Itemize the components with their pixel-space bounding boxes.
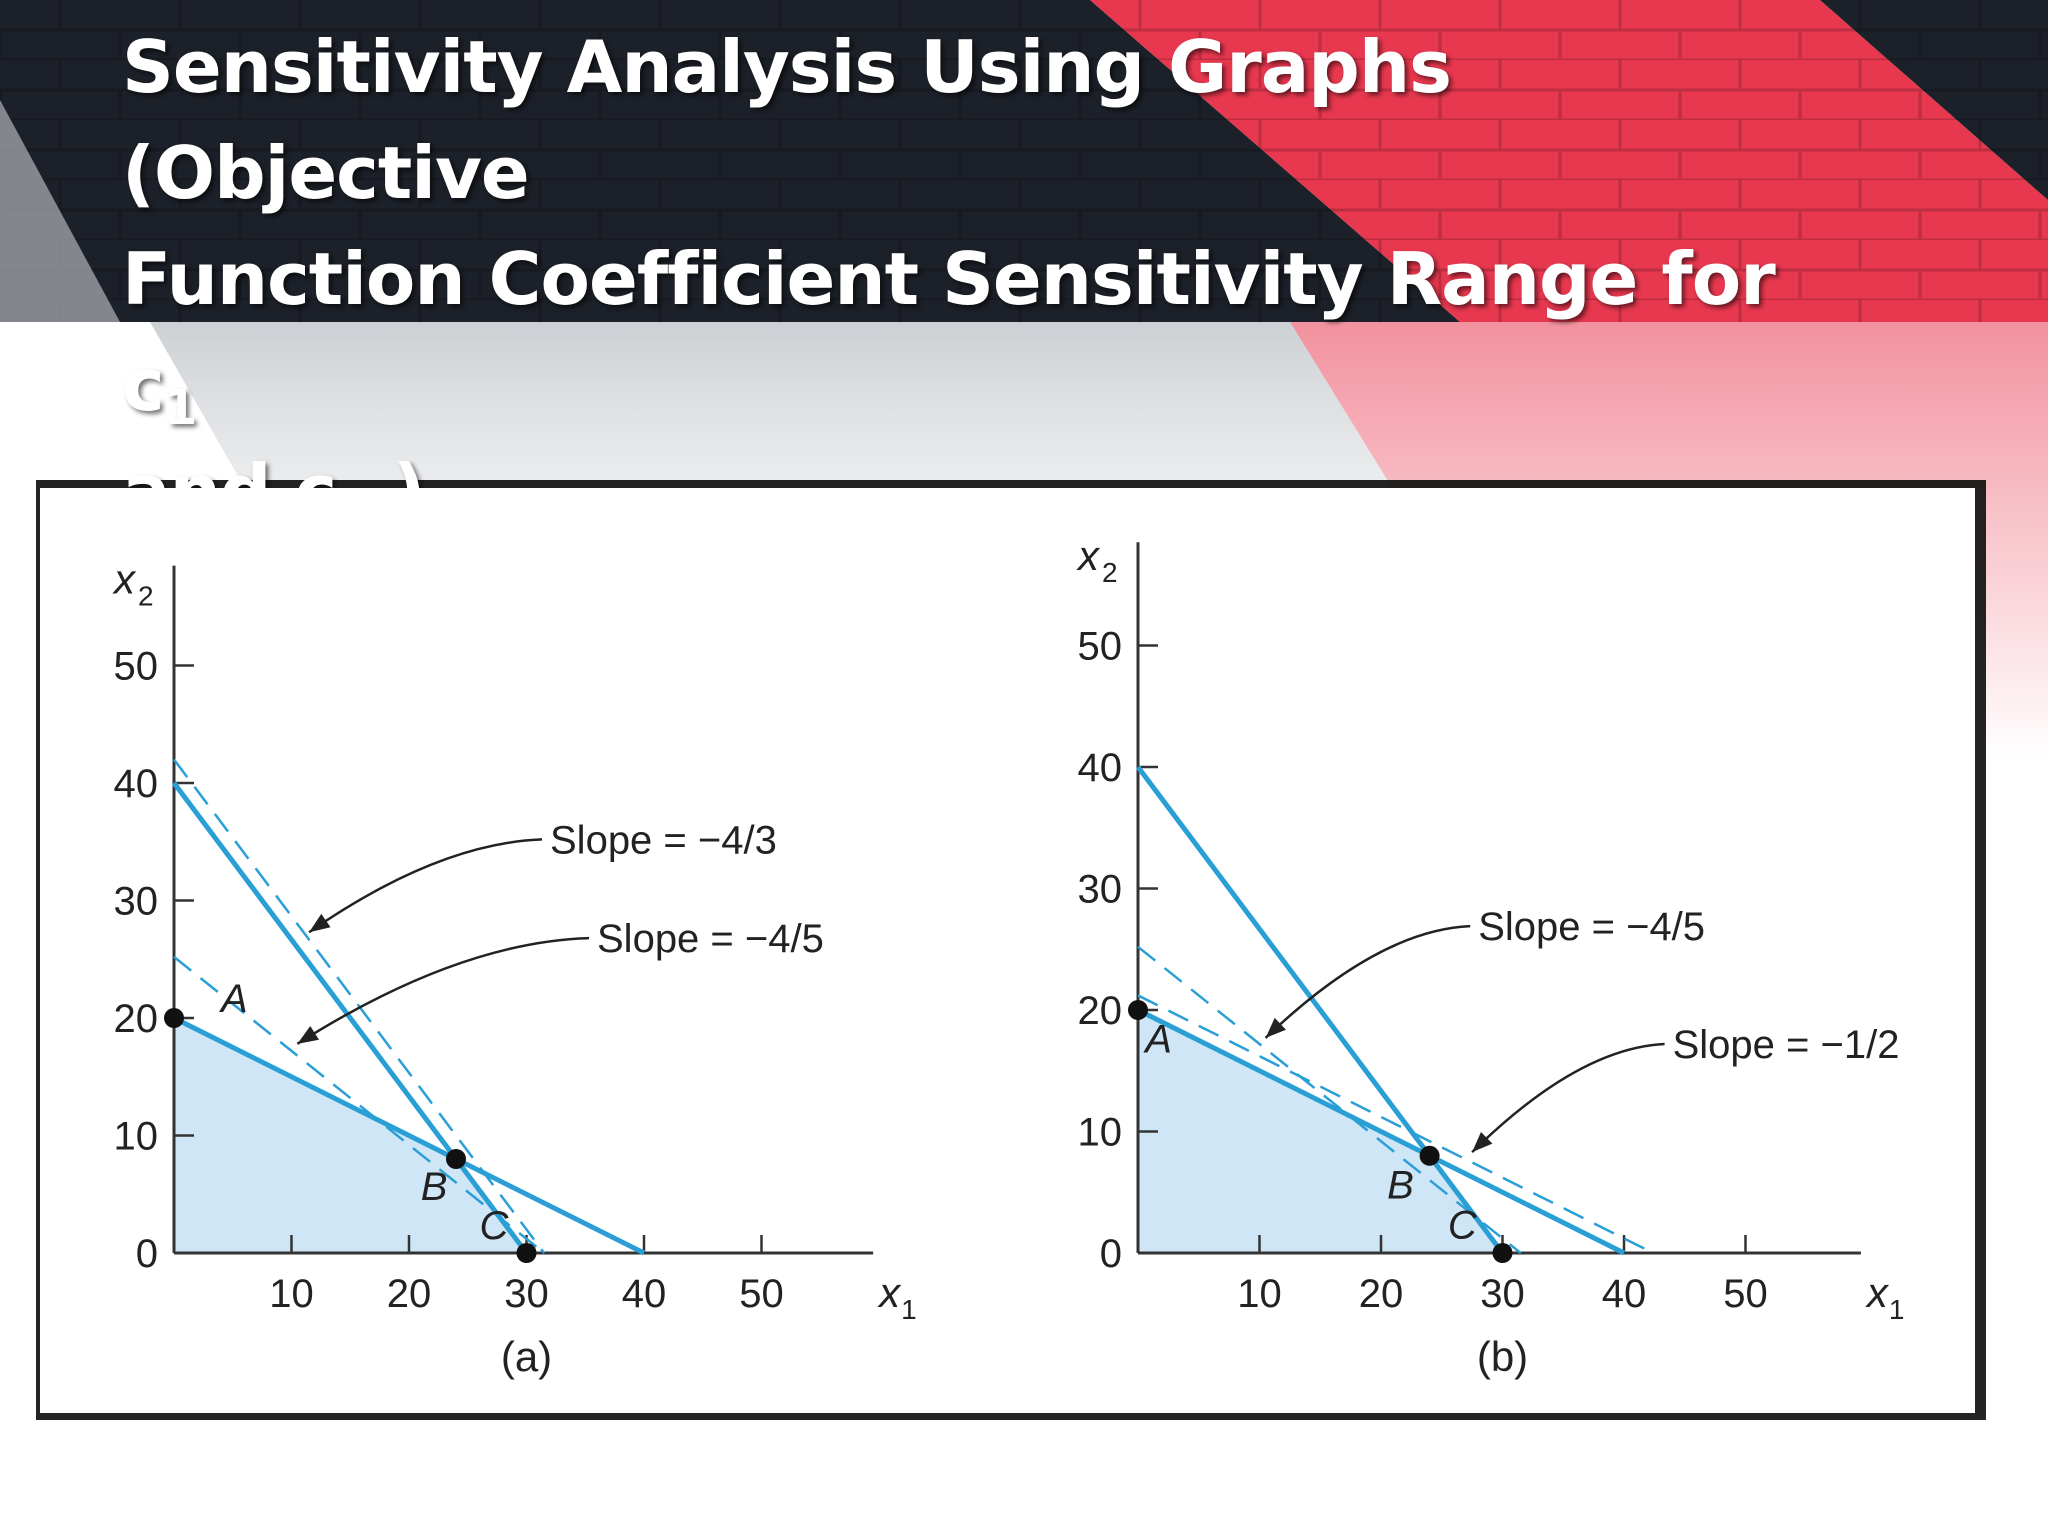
panel-b-y-axis-label: x [1076,532,1101,579]
header-brick-texture [0,0,2048,322]
panel-a-y-tick-label-10: 10 [114,1115,159,1159]
panel-a-constraint-line-2 [172,1015,646,1256]
panel-b-dashed-line-2 [1137,994,1654,1255]
panel-b-y-tick-label-40: 40 [1078,746,1123,790]
panel-a-y-axis-label-sub: 2 [138,581,154,612]
panel-b-x-tick-label-50: 50 [1723,1272,1768,1316]
panel-a-point-label-A: A [219,977,248,1021]
panel-a-feasible-region [174,1018,527,1253]
panel-a-x-axis-label: x [877,1269,902,1316]
panel-a-annotation-arrow-1 [308,838,543,934]
panel-a-y-tick-label-0: 0 [136,1232,158,1276]
panel-a-y-tick-label-20: 20 [114,997,159,1041]
panel-b-point-B [1419,1145,1440,1166]
panel-a-annotation-arrow-2 [296,936,590,1045]
panel-b-y-tick-label-0: 0 [1100,1232,1122,1276]
panel-b-point-label-C: C [1448,1203,1478,1247]
panel-b-constraint-line-2 [1136,1007,1626,1256]
panel-a-constraint-line-1 [172,781,529,1255]
panel-b-annotation-arrow-2 [1471,1042,1665,1154]
panel-b-annotation-arrowhead-1 [1265,1017,1286,1038]
panel-b-point-A [1128,1000,1148,1020]
panel-a-point-A [164,1008,184,1028]
panel-a-annotation-1: Slope = −4/3 [550,818,777,862]
panel-a-x-tick-label-20: 20 [387,1272,432,1316]
header-left-light-wedge [0,100,120,322]
panel-b-y-tick-label-50: 50 [1078,625,1123,669]
panel-a-point-label-C: C [480,1204,510,1248]
panel-a-y-tick-label-30: 30 [114,880,159,924]
panel-b-point-label-A: A [1143,1018,1172,1062]
panel-a-x-tick-label-40: 40 [622,1272,667,1316]
panel-b-x-tick-label-10: 10 [1237,1272,1282,1316]
panel-a-annotation-arrowhead-1 [309,913,331,933]
panel-a-annotation-2: Slope = −4/5 [597,917,824,961]
panel-b-constraint-line-1 [1136,765,1505,1255]
figure-panel: 10 20 30 40 50 0 10 20 30 40 50 x 2 x 1 (a) A B C Slope = −… [40,488,1975,1413]
panel-a-y-axis-label: x [112,556,137,603]
panel-a-x-tick-label-30: 30 [504,1272,549,1316]
panel-a-x-tick-label-50: 50 [739,1272,784,1316]
panel-b-y-axis-label-sub: 2 [1102,557,1118,588]
panel-b-y-tick-label-30: 30 [1078,868,1123,912]
title-line-1: Sensitivity Analysis Using Graphs (Objec… [122,25,1452,215]
panel-b-x-tick-label-30: 30 [1480,1272,1525,1316]
panel-b-annotation-arrowhead-2 [1472,1132,1493,1153]
slide-title: Sensitivity Analysis Using Graphs (Objec… [122,14,1842,544]
panel-b-dashed-line-1 [1137,945,1522,1254]
panel-b-point-label-B: B [1387,1163,1414,1207]
panel-b-x-axis-label-sub: 1 [1889,1294,1905,1325]
title-subscript-1: 1 [163,380,197,436]
panel-a-annotation-arrowhead-2 [297,1026,319,1044]
panel-b-panel-label: (b) [1477,1333,1528,1380]
panel-a-point-C [516,1243,537,1263]
panel-b-annotation-arrow-1 [1264,924,1471,1039]
panel-b-feasible-region [1138,1010,1503,1253]
title-line-2: Function Coefficient Sensitivity Range f… [122,237,1776,427]
figure-background [40,488,1975,1413]
panel-a-point-B [446,1149,466,1169]
panel-a-x-axis-label-sub: 1 [901,1294,917,1325]
panel-b-y-tick-label-20: 20 [1078,989,1123,1033]
panel-a-dashed-line-2 [173,955,545,1254]
panel-a-point-label-B: B [421,1165,448,1209]
panel-b-x-tick-label-40: 40 [1602,1272,1647,1316]
panel-b-annotation-2: Slope = −1/2 [1673,1023,1900,1067]
panel-a-y-tick-label-50: 50 [114,645,159,689]
panel-a-panel-label: (a) [501,1333,552,1380]
panel-b-x-tick-label-20: 20 [1359,1272,1404,1316]
panel-b-y-tick-label-10: 10 [1078,1111,1123,1155]
panel-b-point-C [1492,1243,1513,1263]
panel-a-x-tick-label-10: 10 [269,1272,314,1316]
panel-a-y-tick-label-40: 40 [114,762,159,806]
panel-b-x-axis-label: x [1865,1269,1890,1316]
panel-b-annotation-1: Slope = −4/5 [1478,905,1705,949]
